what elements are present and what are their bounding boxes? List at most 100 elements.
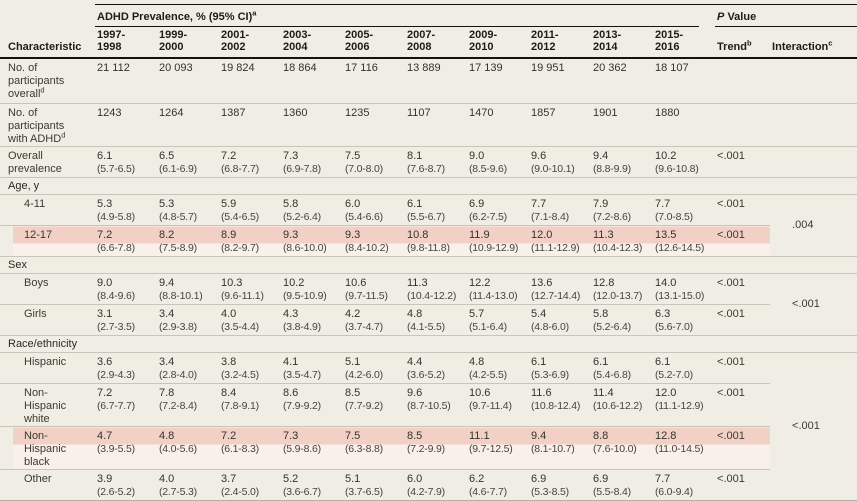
prevalence-value: 4.0 — [159, 473, 175, 485]
prevalence-value: 13.5 — [655, 229, 677, 241]
prevalence-value: 12.8 — [593, 277, 615, 289]
value-cell: 21 112 — [95, 58, 157, 104]
confidence-interval: (7.2-8.4) — [159, 400, 197, 412]
group-header-row: ADHD Prevalence, % (95% CI)a P Value — [0, 4, 857, 27]
prevalence-value: 5.1 — [345, 356, 361, 368]
confidence-interval: (3.7-4.7) — [345, 321, 383, 333]
prevalence-value: 1107 — [407, 107, 431, 119]
prevalence-value: 4.2 — [345, 308, 361, 320]
value-cell: 8.9 (8.2-9.7) — [219, 225, 281, 257]
row-label: No. of participants with ADHDd — [0, 103, 95, 147]
confidence-interval: (11.1-12.9) — [655, 400, 704, 412]
value-cell: 4.0 (2.7-5.3) — [157, 469, 219, 501]
confidence-interval: (6.3-8.8) — [345, 443, 383, 455]
footnote-marker-c: c — [828, 37, 833, 47]
value-cell: 6.5 (6.1-6.9) — [157, 146, 219, 178]
row-label: Overall prevalence — [0, 146, 95, 178]
confidence-interval: (7.0-8.0) — [345, 163, 383, 175]
confidence-interval: (5.2-6.4) — [593, 321, 631, 333]
confidence-interval: (8.1-10.7) — [531, 443, 575, 455]
prevalence-group-header: ADHD Prevalence, % (95% CI)a — [95, 4, 716, 27]
prevalence-value: 10.3 — [221, 277, 243, 289]
confidence-interval: (5.5-8.4) — [593, 486, 631, 498]
confidence-interval: (3.9-5.5) — [97, 443, 135, 455]
trend-p-value: <.001 — [715, 383, 771, 427]
value-cell: 7.2 (6.1-8.3) — [219, 426, 281, 470]
table-row: No. of participants with ADHDd 1243 1264 1… — [0, 103, 857, 147]
prevalence-value: 12.2 — [469, 277, 491, 289]
value-cell: 5.3 (4.9-5.8) — [95, 194, 157, 226]
value-cell: 1901 — [591, 103, 653, 147]
prevalence-value: 9.4 — [531, 430, 547, 442]
value-cell: 5.3 (4.8-5.7) — [157, 194, 219, 226]
prevalence-value: 6.1 — [407, 198, 423, 210]
confidence-interval: (4.2-7.9) — [407, 486, 445, 498]
value-cell: 20 093 — [157, 58, 219, 104]
row-label: Non-Hispanic black — [0, 426, 95, 470]
prevalence-value: 4.8 — [159, 430, 175, 442]
value-cell: 7.2 (6.7-7.7) — [95, 383, 157, 427]
confidence-interval: (7.2-9.9) — [407, 443, 445, 455]
confidence-interval: (5.9-8.6) — [283, 443, 321, 455]
confidence-interval: (4.9-5.8) — [97, 211, 135, 223]
prevalence-value: 21 112 — [97, 61, 130, 74]
year-column-header: 2009- 2010 — [467, 26, 529, 59]
confidence-interval: (5.2-6.4) — [283, 211, 321, 223]
value-cell: 6.9 (5.5-8.4) — [591, 469, 653, 501]
prevalence-value: 12.0 — [655, 387, 677, 399]
confidence-interval: (2.8-4.0) — [159, 369, 197, 381]
interaction-p-value — [770, 335, 857, 353]
interaction-p-value: <.001 — [770, 352, 857, 501]
prevalence-value: 1901 — [593, 107, 618, 119]
trend-p-value: <.001 — [715, 426, 771, 470]
value-cell: 1387 — [219, 103, 281, 147]
confidence-interval: (3.6-6.7) — [283, 486, 321, 498]
prevalence-value: 6.3 — [655, 308, 671, 320]
prevalence-value: 6.0 — [407, 473, 423, 485]
value-cell: 5.1 (4.2-6.0) — [343, 352, 405, 384]
prevalence-value: 13.6 — [531, 277, 553, 289]
value-cell: 6.1 (5.2-7.0) — [653, 352, 716, 384]
prevalence-value: 10.2 — [283, 277, 305, 289]
confidence-interval: (5.1-6.4) — [469, 321, 507, 333]
value-cell: 9.6 (9.0-10.1) — [529, 146, 591, 178]
prevalence-value: 9.3 — [283, 229, 299, 241]
value-cell: 7.2 (6.8-7.7) — [219, 146, 281, 178]
prevalence-value: 12.8 — [655, 430, 677, 442]
confidence-interval: (3.7-6.5) — [345, 486, 383, 498]
confidence-interval: (2.7-3.5) — [97, 321, 135, 333]
table-row: 4-11 5.3 (4.9-5.8) 5.3 (4.8-5.7) 5.9 (5.4-6.5… — [0, 194, 857, 257]
value-cell: 10.8 (9.8-11.8) — [405, 225, 467, 257]
year-column-header: 1999- 2000 — [157, 26, 219, 59]
prevalence-value: 1235 — [345, 107, 370, 119]
prevalence-value: 17 116 — [345, 61, 378, 74]
prevalence-value: 7.7 — [655, 473, 671, 485]
confidence-interval: (6.0-9.4) — [655, 486, 693, 498]
prevalence-value: 10.2 — [655, 150, 677, 162]
confidence-interval: (6.7-7.7) — [97, 400, 135, 412]
prevalence-value: 8.9 — [221, 229, 237, 241]
value-cell: 4.8 (4.2-5.5) — [467, 352, 529, 384]
trend-p-value — [715, 103, 771, 147]
footnote-marker: d — [61, 130, 66, 140]
value-cell: 11.6 (10.8-12.4) — [529, 383, 591, 427]
value-cell: 11.3 (10.4-12.2) — [405, 273, 467, 305]
value-cell: 7.7 (7.0-8.5) — [653, 194, 716, 226]
value-cell: 19 951 — [529, 58, 591, 104]
value-cell: 7.2 (6.6-7.8) — [95, 225, 157, 257]
confidence-interval: (7.2-8.6) — [593, 211, 631, 223]
prevalence-value: 6.5 — [159, 150, 175, 162]
prevalence-value: 6.9 — [469, 198, 485, 210]
section-label: Sex — [0, 256, 771, 274]
table-row: Non-Hispanic white 7.2 (6.7-7.7) 7.8 (7.2-8… — [0, 383, 857, 427]
prevalence-value: 6.2 — [469, 473, 485, 485]
prevalence-value: 7.5 — [345, 150, 361, 162]
value-cell: 1243 — [95, 103, 157, 147]
prevalence-value: 6.0 — [345, 198, 361, 210]
interaction-p-value: .004 — [770, 194, 857, 257]
prevalence-value: 3.6 — [97, 356, 113, 368]
value-cell: 1470 — [467, 103, 529, 147]
prevalence-value: 9.4 — [159, 277, 175, 289]
confidence-interval: (7.8-9.1) — [221, 400, 259, 412]
value-cell: 5.9 (5.4-6.5) — [219, 194, 281, 226]
